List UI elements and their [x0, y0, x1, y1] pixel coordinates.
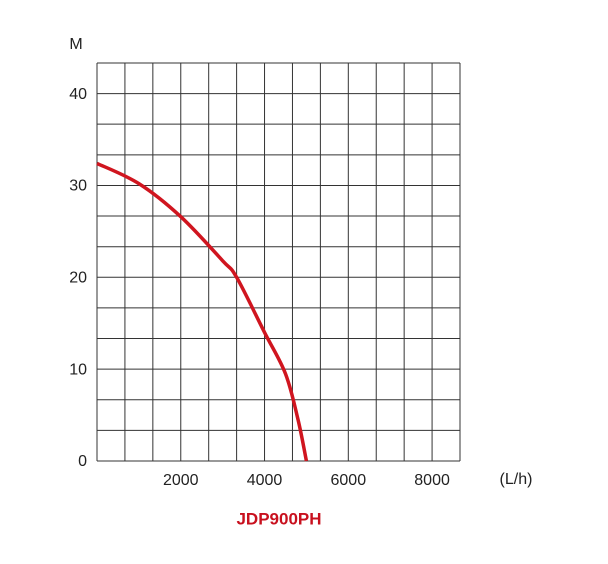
- x-tick-label: 6000: [331, 472, 367, 489]
- x-tick-label: 4000: [247, 472, 283, 489]
- data-line: [96, 161, 309, 462]
- chart-title: JDP900PH: [236, 509, 321, 528]
- x-axis-label: (L/h): [500, 471, 533, 488]
- y-tick-label: 10: [69, 361, 87, 378]
- y-tick-label: 40: [69, 86, 87, 103]
- y-tick-label: 0: [78, 453, 87, 470]
- x-tick-label: 8000: [414, 472, 450, 489]
- y-tick-label: 20: [69, 270, 87, 287]
- y-axis-label: M: [69, 36, 82, 53]
- y-tick-label: 30: [69, 178, 87, 195]
- x-tick-label: 2000: [163, 472, 199, 489]
